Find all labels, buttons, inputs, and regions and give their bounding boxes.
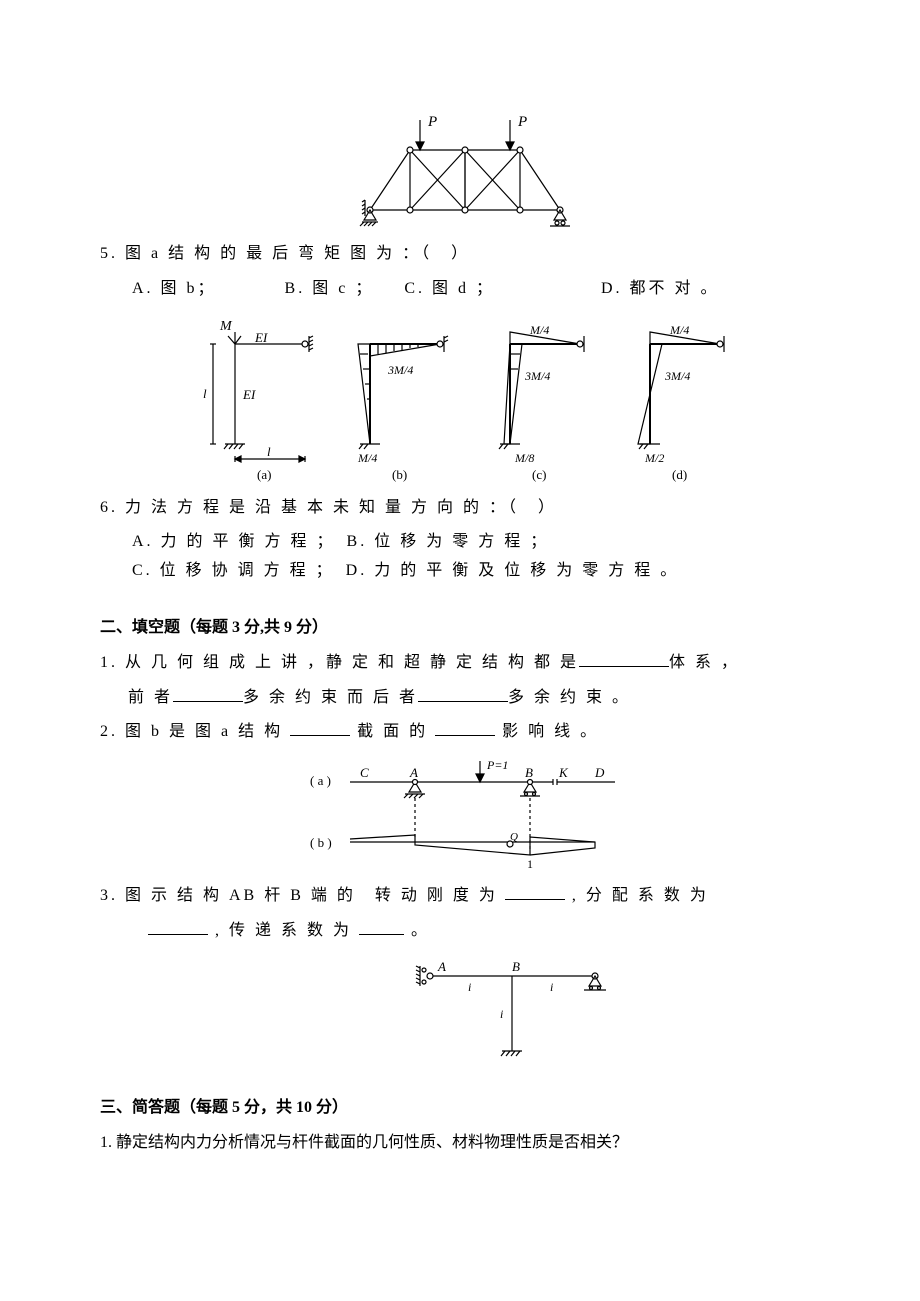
svg-text:M/2: M/2 bbox=[644, 451, 664, 465]
blank-1 bbox=[579, 650, 669, 667]
s2-q2-figure: ( a ) P=1 C A B K D bbox=[110, 757, 830, 872]
svg-text:3M/4: 3M/4 bbox=[387, 363, 413, 377]
blank-5 bbox=[435, 719, 495, 736]
svg-text:M/4: M/4 bbox=[529, 323, 549, 337]
load-p-label-1: P bbox=[427, 114, 437, 130]
svg-text:K: K bbox=[558, 765, 569, 780]
s2-q1c: 前 者 bbox=[128, 689, 173, 706]
s2-q1-line1: 1. 从 几 何 组 成 上 讲 ，静 定 和 超 静 定 结 构 都 是 体 系… bbox=[100, 649, 830, 678]
truss-figure: P P bbox=[100, 110, 830, 230]
svg-text:(d): (d) bbox=[672, 467, 687, 482]
s2-q1a: 1. 从 几 何 组 成 上 讲 ，静 定 和 超 静 定 结 构 都 是 bbox=[100, 654, 579, 671]
svg-text:Q: Q bbox=[510, 831, 518, 843]
s2-q3b: , 分 配 系 数 为 bbox=[565, 887, 709, 904]
s2-q3-line1: 3. 图 示 结 构 AB 杆 B 端 的 转 动 刚 度 为 , 分 配 系 … bbox=[100, 882, 830, 911]
svg-text:i: i bbox=[500, 1007, 503, 1021]
s2-q3d: 。 bbox=[404, 922, 430, 939]
s2-q1e: 多 余 约 束 。 bbox=[508, 689, 631, 706]
q6-text: 6. 力 法 方 程 是 沿 基 本 未 知 量 方 向 的 ：（ ） bbox=[100, 494, 830, 523]
s2-q1d: 多 余 约 束 而 后 者 bbox=[243, 689, 418, 706]
svg-text:l: l bbox=[203, 386, 207, 401]
svg-text:1: 1 bbox=[527, 857, 533, 871]
svg-text:M/8: M/8 bbox=[514, 451, 534, 465]
svg-text:i: i bbox=[468, 980, 471, 994]
s2-q2c: 影 响 线 。 bbox=[495, 723, 599, 740]
s2-q2a: 2. 图 b 是 图 a 结 构 bbox=[100, 723, 290, 740]
q5-options: A. 图 b； B. 图 c ； C. 图 d ； D. 都不 对 。 bbox=[132, 275, 830, 304]
svg-text:(c): (c) bbox=[532, 467, 546, 482]
s2-q2: 2. 图 b 是 图 a 结 构 截 面 的 影 响 线 。 bbox=[100, 718, 830, 747]
svg-text:P=1: P=1 bbox=[486, 758, 508, 772]
svg-text:B: B bbox=[525, 765, 533, 780]
blank-2 bbox=[173, 685, 243, 702]
svg-text:EI: EI bbox=[254, 330, 268, 345]
blank-4 bbox=[290, 719, 350, 736]
q5-text: 5. 图 a 结 构 的 最 后 弯 矩 图 为 ：（ ） bbox=[100, 240, 830, 269]
s2-q2b: 截 面 的 bbox=[350, 723, 435, 740]
svg-text:( a ): ( a ) bbox=[310, 773, 331, 788]
s2-q1-line2: 前 者 多 余 约 束 而 后 者 多 余 约 束 。 bbox=[128, 684, 830, 713]
svg-text:3M/4: 3M/4 bbox=[664, 369, 690, 383]
blank-3 bbox=[418, 685, 508, 702]
svg-text:A: A bbox=[437, 959, 446, 974]
q6-options1: A. 力 的 平 衡 方 程 ； B. 位 移 为 零 方 程 ； bbox=[132, 528, 830, 557]
svg-text:D: D bbox=[594, 765, 605, 780]
svg-text:M: M bbox=[219, 319, 233, 334]
load-p-label-2: P bbox=[517, 114, 527, 130]
svg-text:C: C bbox=[360, 765, 369, 780]
svg-text:l: l bbox=[267, 444, 271, 459]
blank-6 bbox=[505, 883, 565, 900]
blank-8 bbox=[359, 918, 404, 935]
s2-q3-figure: A B i i i bbox=[200, 956, 830, 1066]
svg-text:(a): (a) bbox=[257, 467, 271, 482]
q5-frame-figures: M EI EI l l (a) bbox=[140, 314, 830, 484]
s2-q3-line2: , 传 递 系 数 为 。 bbox=[148, 917, 830, 946]
s2-q3c: , 传 递 系 数 为 bbox=[208, 922, 359, 939]
svg-text:M/4: M/4 bbox=[669, 323, 689, 337]
section3-title: 三、简答题（每题 5 分，共 10 分） bbox=[100, 1094, 830, 1123]
svg-text:(b): (b) bbox=[392, 467, 407, 482]
q6-options2: C. 位 移 协 调 方 程 ； D. 力 的 平 衡 及 位 移 为 零 方 … bbox=[132, 557, 830, 586]
svg-text:EI: EI bbox=[242, 387, 256, 402]
svg-text:A: A bbox=[409, 765, 418, 780]
s2-q1b: 体 系 ， bbox=[669, 654, 740, 671]
s2-q3a: 3. 图 示 结 构 AB 杆 B 端 的 转 动 刚 度 为 bbox=[100, 887, 505, 904]
svg-text:B: B bbox=[512, 959, 520, 974]
section2-title: 二、填空题（每题 3 分,共 9 分） bbox=[100, 614, 830, 643]
blank-7 bbox=[148, 918, 208, 935]
svg-text:( b ): ( b ) bbox=[310, 835, 332, 850]
svg-text:M/4: M/4 bbox=[357, 451, 377, 465]
svg-text:i: i bbox=[550, 980, 553, 994]
svg-text:3M/4: 3M/4 bbox=[524, 369, 550, 383]
s3-q1: 1. 静定结构内力分析情况与杆件截面的几何性质、材料物理性质是否相关？ bbox=[100, 1129, 830, 1158]
